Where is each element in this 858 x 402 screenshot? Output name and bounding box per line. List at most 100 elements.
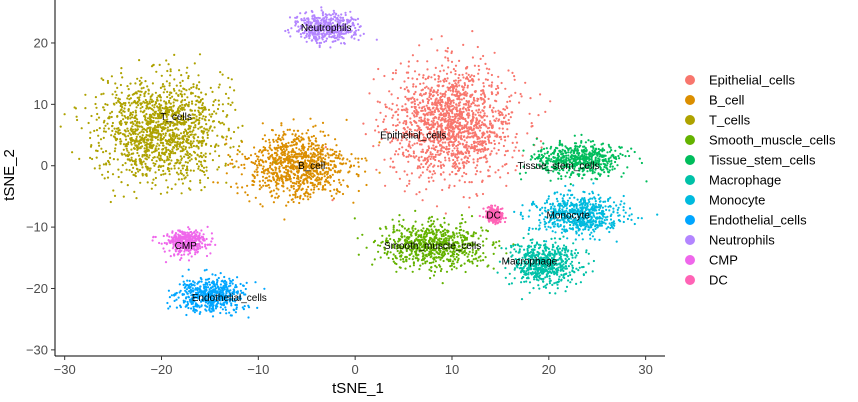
point xyxy=(373,239,377,242)
point xyxy=(282,148,285,151)
point xyxy=(166,69,169,73)
point xyxy=(306,148,310,151)
point xyxy=(287,141,290,144)
point xyxy=(233,165,236,168)
point xyxy=(225,181,228,184)
point xyxy=(401,146,404,149)
point xyxy=(451,260,455,263)
point xyxy=(277,137,280,141)
point xyxy=(500,111,503,114)
point xyxy=(443,217,446,220)
point xyxy=(324,158,327,161)
point xyxy=(403,120,406,123)
point xyxy=(97,116,101,119)
point xyxy=(322,156,325,160)
point xyxy=(274,133,277,136)
point xyxy=(292,129,296,132)
point xyxy=(290,153,293,156)
point xyxy=(323,134,326,137)
point xyxy=(349,166,352,169)
point xyxy=(490,141,493,145)
point xyxy=(447,258,450,261)
point xyxy=(137,90,140,93)
point xyxy=(194,95,197,98)
point xyxy=(297,184,300,187)
point xyxy=(480,226,483,229)
point xyxy=(178,145,181,148)
point xyxy=(151,82,154,85)
point xyxy=(127,151,130,154)
point xyxy=(477,78,480,81)
point xyxy=(206,133,209,137)
point xyxy=(162,169,165,172)
point xyxy=(170,108,173,111)
point xyxy=(188,126,191,129)
point xyxy=(488,84,491,87)
point xyxy=(243,167,246,170)
point-clouds xyxy=(59,6,659,319)
point xyxy=(181,103,184,106)
point xyxy=(190,144,193,147)
point xyxy=(259,203,262,206)
point xyxy=(134,175,137,178)
point xyxy=(451,165,454,168)
point xyxy=(95,118,98,121)
point xyxy=(212,181,215,184)
point xyxy=(122,195,125,198)
point xyxy=(249,154,253,157)
point xyxy=(443,135,446,138)
point xyxy=(261,167,264,170)
point xyxy=(272,140,275,143)
point xyxy=(379,111,382,114)
point xyxy=(423,105,426,108)
point xyxy=(412,255,415,258)
point xyxy=(446,105,449,108)
point xyxy=(154,162,157,166)
point xyxy=(440,166,443,169)
point xyxy=(182,87,185,90)
point xyxy=(258,180,261,183)
point xyxy=(444,107,447,110)
point xyxy=(217,144,220,147)
point xyxy=(457,169,461,172)
point xyxy=(479,234,482,237)
point xyxy=(192,126,195,129)
point xyxy=(145,129,148,132)
point xyxy=(108,117,111,120)
point xyxy=(440,147,443,150)
point xyxy=(313,183,316,186)
point xyxy=(273,146,276,149)
point xyxy=(304,168,307,171)
point xyxy=(472,136,475,139)
point xyxy=(311,165,314,169)
point xyxy=(312,147,315,150)
point xyxy=(352,164,356,167)
point xyxy=(145,113,148,116)
point xyxy=(431,173,434,176)
point xyxy=(482,244,485,247)
point xyxy=(442,150,445,153)
point xyxy=(337,154,340,158)
point xyxy=(449,125,452,128)
point xyxy=(147,102,150,105)
point xyxy=(474,257,477,260)
point xyxy=(507,118,510,122)
point xyxy=(162,152,165,155)
point xyxy=(125,145,128,148)
point xyxy=(189,133,192,136)
point xyxy=(170,167,173,170)
point xyxy=(489,122,493,125)
point xyxy=(452,99,455,102)
point xyxy=(564,151,567,154)
point xyxy=(168,153,172,156)
point xyxy=(391,116,394,119)
point xyxy=(362,122,365,125)
point xyxy=(456,157,459,160)
point xyxy=(176,158,179,161)
point xyxy=(292,161,296,164)
point xyxy=(421,255,425,258)
point xyxy=(407,155,410,158)
point xyxy=(315,185,318,188)
point xyxy=(459,94,462,97)
point xyxy=(145,143,148,146)
